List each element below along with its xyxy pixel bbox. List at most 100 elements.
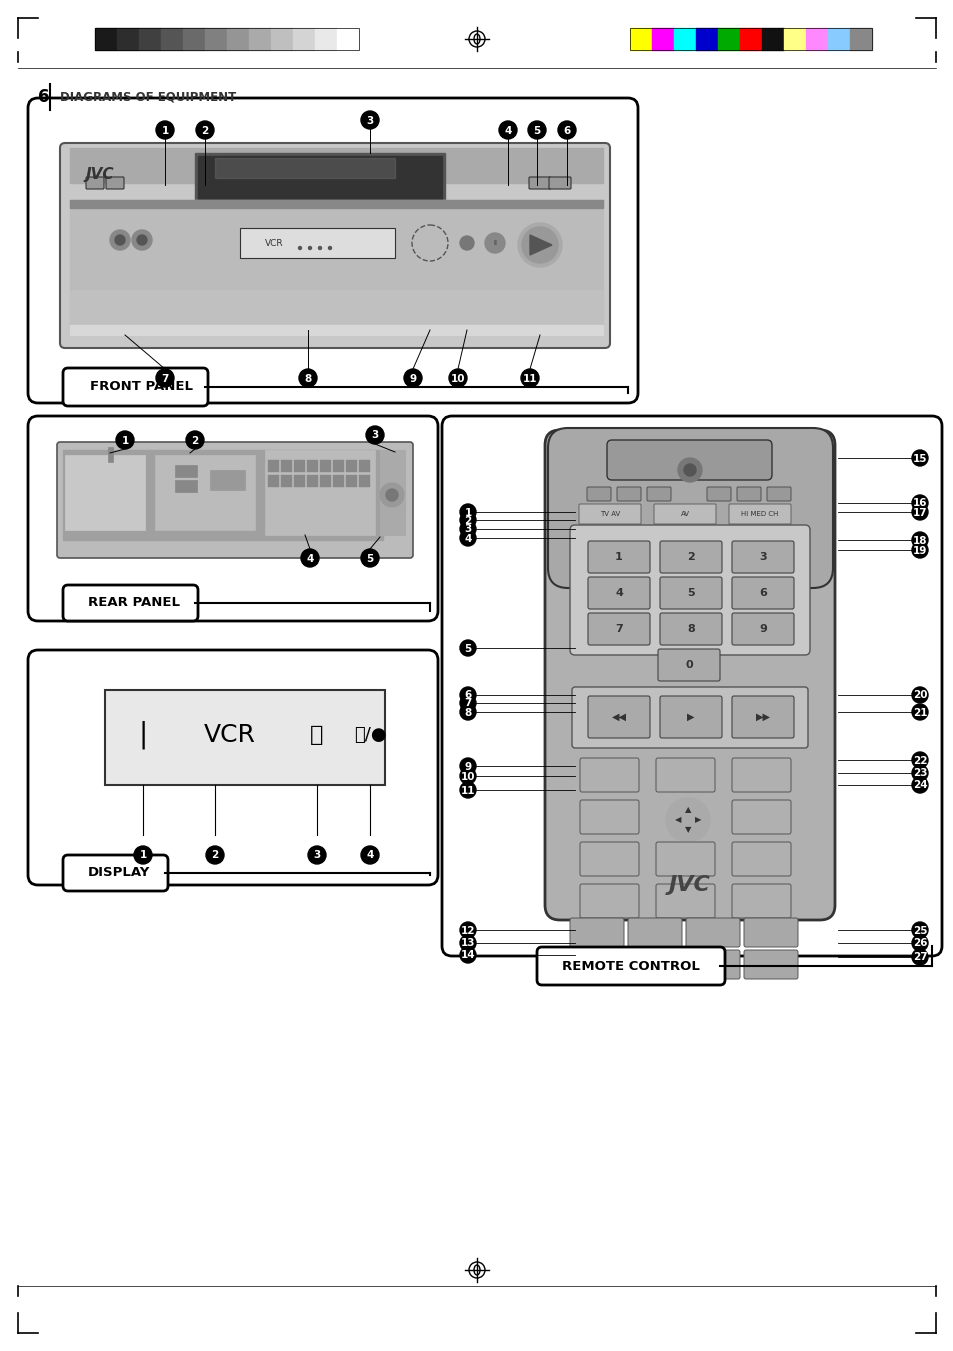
Bar [319,459,331,471]
Text: 22: 22 [912,755,926,766]
Circle shape [459,504,476,520]
FancyBboxPatch shape [737,486,760,501]
Circle shape [911,921,927,938]
FancyBboxPatch shape [28,650,437,885]
Text: 10: 10 [460,771,475,781]
Text: 1: 1 [464,508,471,517]
Text: 2: 2 [192,435,198,446]
Text: ⌛: ⌛ [310,725,323,744]
Bar [358,459,370,471]
Circle shape [186,431,204,449]
Circle shape [360,111,378,128]
Text: DISPLAY: DISPLAY [88,866,151,880]
FancyBboxPatch shape [731,696,793,738]
Bar [783,28,805,50]
Text: 2: 2 [686,553,694,562]
Circle shape [360,549,378,567]
FancyBboxPatch shape [654,504,716,524]
FancyBboxPatch shape [569,526,809,655]
FancyBboxPatch shape [579,758,639,792]
Text: ◀◀: ◀◀ [611,712,626,721]
Circle shape [301,549,318,567]
Circle shape [156,122,173,139]
Bar [70,326,602,335]
Text: 3: 3 [371,431,378,440]
Circle shape [195,122,213,139]
Circle shape [459,704,476,720]
Text: 8: 8 [464,708,471,717]
Bar [346,476,356,486]
Bar [629,28,651,50]
Text: 14: 14 [460,951,475,961]
Bar [227,28,249,50]
Bar [281,476,292,486]
Text: 17: 17 [912,508,926,517]
Bar [718,28,740,50]
Circle shape [520,369,538,386]
Circle shape [911,494,927,511]
Bar [205,28,227,50]
Text: 6: 6 [464,690,471,701]
Text: 7: 7 [161,373,169,384]
Circle shape [665,798,709,842]
FancyBboxPatch shape [685,917,740,947]
Text: HI MED CH: HI MED CH [740,511,778,517]
FancyBboxPatch shape [685,950,740,979]
Circle shape [911,504,927,520]
FancyBboxPatch shape [617,486,640,501]
Bar [346,459,356,471]
FancyBboxPatch shape [63,855,168,892]
Text: 1: 1 [121,435,129,446]
Text: ⏻/●: ⏻/● [354,725,386,744]
Bar [336,28,358,50]
Bar [673,28,696,50]
FancyBboxPatch shape [766,486,790,501]
FancyBboxPatch shape [743,950,797,979]
Circle shape [459,935,476,951]
Circle shape [206,846,224,865]
Circle shape [911,532,927,549]
FancyBboxPatch shape [529,177,551,189]
FancyBboxPatch shape [587,696,649,738]
Bar [63,450,382,540]
Text: REMOTE CONTROL: REMOTE CONTROL [561,959,700,973]
Text: 21: 21 [912,708,926,717]
Bar [139,28,161,50]
Circle shape [484,232,504,253]
Text: 8: 8 [686,624,694,634]
Circle shape [308,846,326,865]
Text: 0: 0 [684,661,692,670]
Text: 13: 13 [460,939,475,948]
Bar [307,476,317,486]
FancyBboxPatch shape [659,696,721,738]
Text: 18: 18 [912,535,926,546]
Circle shape [132,230,152,250]
FancyBboxPatch shape [57,442,413,558]
Text: 12: 12 [460,925,475,935]
Text: 16: 16 [912,499,926,508]
Circle shape [459,236,474,250]
Bar [240,228,395,258]
Circle shape [459,758,476,774]
Circle shape [379,484,403,507]
Circle shape [498,122,517,139]
FancyBboxPatch shape [63,585,198,621]
Text: 2: 2 [212,851,218,861]
Text: ▲: ▲ [684,805,691,815]
FancyBboxPatch shape [547,428,832,588]
Circle shape [911,542,927,558]
FancyBboxPatch shape [606,440,771,480]
Circle shape [527,122,545,139]
Bar [358,476,370,486]
Circle shape [459,782,476,798]
Circle shape [298,369,316,386]
Bar [117,28,139,50]
FancyBboxPatch shape [731,800,790,834]
Circle shape [517,223,561,267]
Text: VCR: VCR [204,723,255,747]
FancyBboxPatch shape [86,177,104,189]
FancyBboxPatch shape [731,613,793,644]
Bar [70,200,602,335]
Bar [174,465,196,477]
Text: JVC: JVC [86,168,114,182]
